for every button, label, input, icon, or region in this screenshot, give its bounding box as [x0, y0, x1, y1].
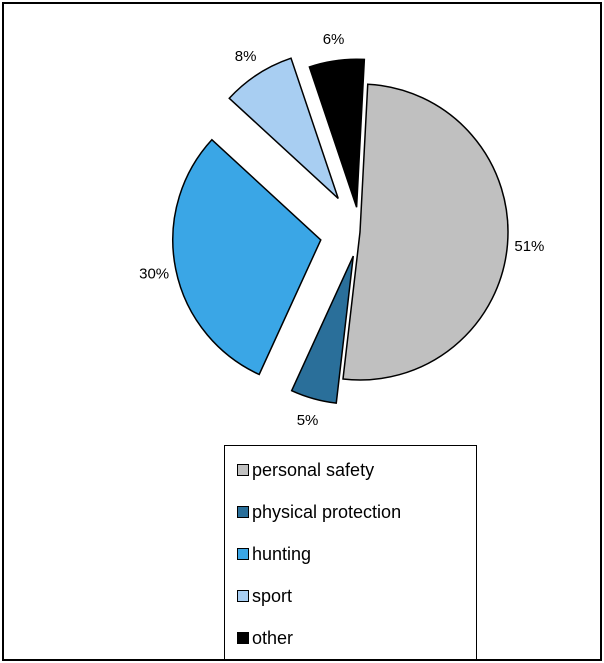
legend-item-other: other — [237, 627, 293, 649]
legend-swatch-physical-protection — [237, 506, 249, 518]
pie-slices — [172, 57, 509, 404]
pie-label-personal-safety: 51% — [514, 238, 544, 255]
legend-label-personal-safety: personal safety — [252, 459, 375, 480]
legend: personal safety physical protection hunt… — [224, 445, 477, 660]
legend-item-personal-safety: personal safety — [237, 459, 374, 481]
legend-item-hunting: hunting — [237, 543, 311, 565]
legend-item-physical-protection: physical protection — [237, 501, 401, 523]
legend-label-hunting: hunting — [252, 543, 312, 564]
pie-label-hunting: 30% — [139, 266, 169, 283]
legend-item-sport: sport — [237, 585, 292, 607]
legend-label-physical-protection: physical protection — [252, 501, 402, 522]
legend-label-other: other — [252, 627, 294, 648]
pie-label-physical-protection: 5% — [297, 412, 319, 429]
pie-labels: 51% 5% 30% 8% 6% — [139, 31, 544, 429]
pie-slice-personal-safety — [342, 83, 509, 381]
legend-swatch-sport — [237, 590, 249, 602]
pie-slice-other — [308, 58, 366, 208]
pie-slice-physical-protection — [290, 255, 355, 404]
legend-label-sport: sport — [252, 585, 293, 606]
legend-swatch-hunting — [237, 548, 249, 560]
pie-slice-hunting — [172, 138, 322, 376]
pie-label-other: 6% — [323, 31, 345, 48]
legend-swatch-personal-safety — [237, 464, 249, 476]
pie-slice-sport — [228, 57, 339, 200]
pie-label-sport: 8% — [235, 48, 257, 65]
legend-swatch-other — [237, 632, 249, 644]
